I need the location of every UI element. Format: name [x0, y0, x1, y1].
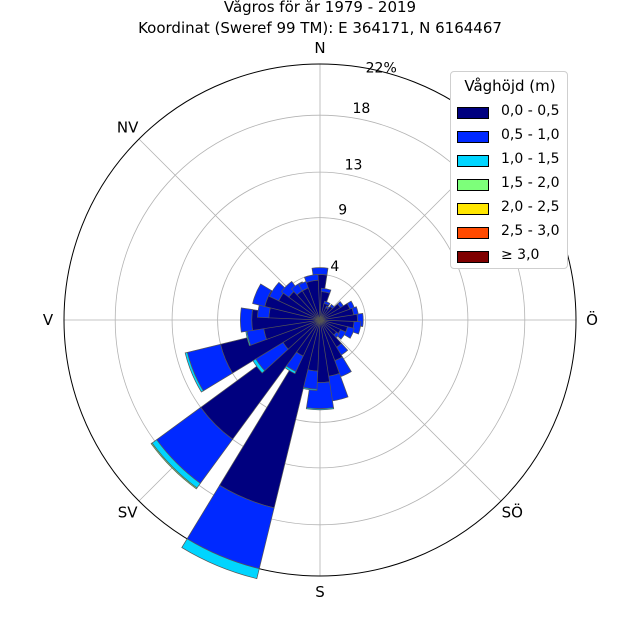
- radial-tick-label: 13: [345, 158, 363, 174]
- chart-title: Vågros för år 1979 - 2019: [223, 0, 417, 16]
- rose-bar-segment: [303, 274, 319, 284]
- legend-label: 1,0 - 1,5: [501, 151, 560, 167]
- rose-bar-segment: [150, 442, 198, 490]
- legend-item: 1,5 - 2,0: [457, 175, 567, 194]
- radial-tick-label: 18: [353, 101, 371, 117]
- legend-swatch: [457, 251, 489, 263]
- radial-tick-label: 9: [338, 203, 347, 219]
- legend-label: 1,5 - 2,0: [501, 175, 560, 191]
- legend-swatch: [457, 227, 489, 239]
- rose-bar-segment: [240, 307, 253, 333]
- rose-bar-segment: [252, 283, 272, 307]
- rose-bar-segment: [323, 300, 331, 306]
- legend-swatch: [457, 155, 489, 167]
- direction-label: V: [43, 311, 54, 329]
- direction-label: SV: [118, 503, 139, 521]
- rose-bar-segment: [280, 280, 298, 298]
- radial-tick-label: 4: [330, 259, 339, 275]
- rose-bar-segment: [351, 321, 362, 335]
- legend-item: 2,0 - 2,5: [457, 199, 567, 218]
- polar-frame: [63, 63, 577, 577]
- legend-label: 0,5 - 1,0: [501, 127, 560, 143]
- legend-title: Våghöjd (m): [464, 77, 556, 95]
- rose-bar-segment: [305, 407, 335, 411]
- rose-bar-segment: [336, 329, 347, 340]
- legend-item: 0,0 - 0,5: [457, 103, 567, 122]
- direction-label: NV: [117, 119, 139, 137]
- legend-label: 0,0 - 0,5: [501, 103, 560, 119]
- direction-label: Ö: [586, 310, 598, 329]
- legend-swatch: [457, 107, 489, 119]
- direction-label: N: [314, 39, 325, 57]
- legend-swatch: [457, 179, 489, 191]
- legend-label: 2,0 - 2,5: [501, 199, 560, 215]
- rose-bar-segment: [181, 538, 260, 580]
- legend-label: 2,5 - 3,0: [501, 223, 560, 239]
- legend-item: ≥ 3,0: [457, 247, 567, 266]
- direction-label: S: [315, 583, 325, 601]
- legend-swatch: [457, 131, 489, 143]
- chart-subtitle: Koordinat (Sweref 99 TM): E 364171, N 61…: [138, 19, 502, 37]
- rose-bar-segment: [268, 281, 287, 302]
- legend-swatch: [457, 203, 489, 215]
- legend-item: 2,5 - 3,0: [457, 223, 567, 242]
- rose-bar-segment: [311, 267, 329, 276]
- direction-label: SÖ: [502, 502, 523, 521]
- rose-bar-segment: [184, 351, 204, 393]
- legend-label: ≥ 3,0: [501, 247, 540, 263]
- legend-item: 0,5 - 1,0: [457, 127, 567, 146]
- legend: Våghöjd (m) 0,0 - 0,5 0,5 - 1,0 1,0 - 1,5 1…: [450, 71, 568, 269]
- legend-item: 1,0 - 1,5: [457, 151, 567, 170]
- radial-max-label: 22%: [366, 60, 397, 76]
- grid-spoke: [319, 319, 502, 502]
- rose-bar-segment: [343, 326, 355, 339]
- rose-bar-segment: [320, 287, 332, 294]
